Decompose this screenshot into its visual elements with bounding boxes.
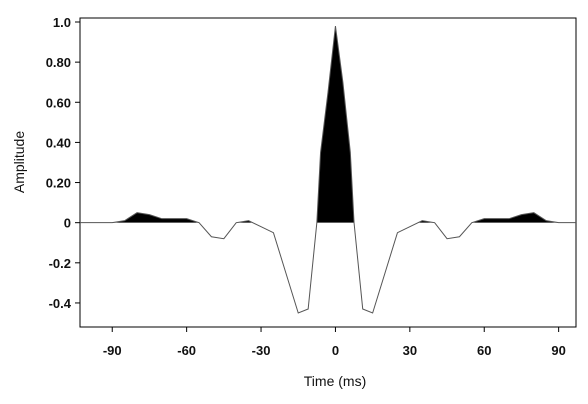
y-tick-label: 0.60 (46, 95, 71, 110)
series-line-layer (80, 25, 576, 314)
y-tick-label: 1.0 (53, 15, 71, 30)
y-axis-ticks: 1.0 0.80 0.60 0.40 0.20 0 -0.2 -0.4 (46, 15, 80, 311)
y-tick-label: 0.20 (46, 176, 71, 191)
y-tick-label: 0.40 (46, 135, 71, 150)
y-tick-label: 0 (64, 216, 71, 231)
x-tick-label: -90 (103, 343, 122, 358)
y-tick-label: -0.4 (49, 296, 72, 311)
series-line (80, 25, 576, 314)
plot-frame (79, 17, 577, 328)
x-tick-label: 0 (332, 343, 339, 358)
y-axis-title: Amplitude (11, 131, 27, 193)
x-tick-label: 90 (551, 343, 565, 358)
positive-area-fill (80, 26, 576, 223)
x-tick-label: -60 (177, 343, 196, 358)
x-tick-label: -30 (252, 343, 271, 358)
y-tick-label: 0.80 (46, 55, 71, 70)
x-tick-label: 60 (477, 343, 491, 358)
x-tick-label: 30 (403, 343, 417, 358)
x-axis-ticks: -90 -60 -30 0 30 60 90 (103, 327, 566, 358)
x-axis-title: Time (ms) (304, 373, 366, 389)
y-tick-label: -0.2 (49, 256, 71, 271)
positive-fill-layer (80, 26, 576, 223)
